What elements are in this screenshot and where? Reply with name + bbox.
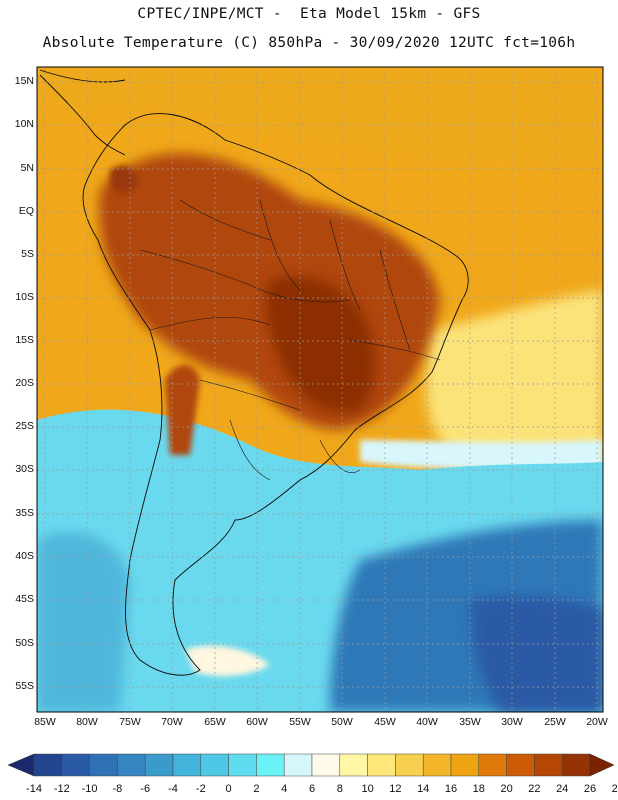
colorbar-swatch [450,753,480,777]
front-band [360,440,603,470]
colorbar-label: -4 [168,783,178,795]
caribbean-coast [39,69,126,83]
colorbar-swatch [61,753,90,777]
colorbar-label: 8 [336,783,343,795]
colorbar-swatch [478,753,507,777]
lat-label: 5N [20,162,34,174]
chart-title-line-2: Absolute Temperature (C) 850hPa - 30/09/… [42,35,576,51]
colorbar-label: 10 [361,783,374,795]
map-field [37,67,603,712]
colorbar-swatch [89,753,118,777]
colorbar-label: 28 [611,783,618,795]
lon-label: 60W [246,716,268,728]
colorbar-label: -2 [195,783,206,795]
lat-label: 10S [15,291,34,303]
colorbar-swatch [256,753,285,777]
colorbar-label: 26 [583,783,597,795]
colorbar-swatch [339,753,368,777]
lon-label: 85W [34,716,56,728]
colorbar-label: 22 [528,783,541,795]
lat-label: 15S [15,334,34,346]
subtropical-yellow-area [426,290,603,460]
andes-warm-strip [165,365,200,455]
deep-cold-area [470,595,603,712]
lon-label: 40W [416,716,438,728]
lat-label: 15N [14,75,34,87]
lat-label: 30S [15,463,34,475]
colorbar-swatch [33,753,63,777]
colorbar-label: -8 [112,783,123,795]
colorbar-label: 16 [444,783,458,795]
colorbar-swatch [172,753,202,777]
map-frame [36,66,604,713]
lon-label: 35W [459,716,481,728]
central-america-outline [39,74,126,156]
colorbar-label: 0 [225,783,232,795]
colorbar-label: 2 [253,783,260,795]
lat-label: 10N [14,118,34,130]
lat-label: 20S [15,377,34,389]
lat-label: 35S [15,507,34,519]
colorbar-label: 18 [472,783,485,795]
colorbar-label: 4 [281,783,288,795]
lat-label: 25S [15,420,34,432]
colorbar [7,753,615,777]
colorbar-swatch [395,753,424,777]
colorbar-swatch [117,753,146,777]
lon-label: 75W [119,716,141,728]
colorbar-label: -6 [140,783,151,795]
borders [139,199,441,481]
lat-label: 5S [21,248,34,260]
pacific-cold-area [37,532,130,712]
lon-label: 50W [331,716,353,728]
colorbar-swatch [144,753,174,777]
colorbar-swatch [283,753,313,777]
lat-label: EQ [18,205,34,217]
lon-label: 70W [161,716,183,728]
lat-label: 45S [15,593,34,605]
hot-core [265,276,375,413]
lat-lon-grid [37,67,603,712]
colorbar-label: -12 [53,783,70,795]
colorbar-swatch [561,753,591,777]
caribbean-area [37,67,603,171]
chart-title-line-1: CPTEC/INPE/MCT - Eta Model 15km - GFS [137,6,481,22]
lon-label: 45W [374,716,396,728]
colorbar-label: 6 [308,783,316,795]
colorbar-arrow-high [589,753,615,777]
colorbar-swatch [367,753,396,777]
colorbar-label: -10 [81,783,98,795]
colorbar-arrow-low [7,753,35,777]
lat-label: 50S [15,637,34,649]
colorbar-swatch [506,753,535,777]
lat-label: 55S [15,680,34,692]
colorbar-label: 12 [389,783,402,795]
colorbar-label: 24 [556,783,569,795]
lon-label: 55W [289,716,311,728]
lon-label: 80W [76,716,98,728]
colorbar-swatch [228,753,257,777]
colorbar-label: 20 [500,783,513,795]
northwest-hot-patch [110,165,139,193]
lon-label: 25W [544,716,566,728]
lon-label: 65W [204,716,226,728]
colorbar-swatch [534,753,563,777]
lon-label: 20W [586,716,608,728]
colorbar-label: 14 [417,783,430,795]
colorbar-swatch [422,753,452,777]
colorbar-swatch [200,753,229,777]
andes-cool-area [160,472,280,557]
lon-label: 30W [501,716,523,728]
colorbar-label: -14 [26,783,42,795]
patagonia-warm-patch [185,645,270,676]
lat-label: 40S [15,550,34,562]
colorbar-swatch [311,753,341,777]
